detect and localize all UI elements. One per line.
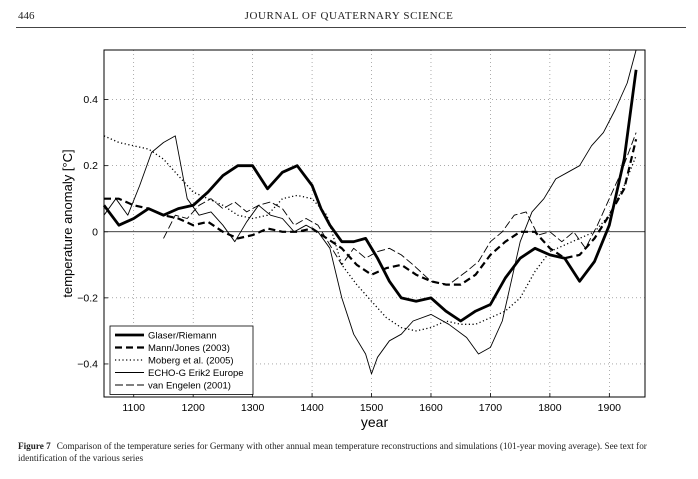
- legend-label: van Engelen (2001): [148, 381, 231, 392]
- x-tick-label: 1500: [360, 402, 384, 414]
- grid: [104, 50, 645, 397]
- page-number: 446: [18, 10, 35, 22]
- series-layer: [102, 49, 638, 375]
- series-line-4: [103, 49, 637, 375]
- legend-label: Moberg et al. (2005): [148, 356, 234, 367]
- caption-text: Comparison of the temperature series for…: [18, 441, 647, 463]
- legend-label: Glaser/Riemann: [148, 331, 217, 342]
- caption-label: Figure 7: [18, 441, 51, 451]
- series-line-1: [102, 69, 638, 323]
- y-tick-label: −0.4: [77, 358, 98, 370]
- y-tick-label: 0.2: [83, 160, 98, 172]
- header-rule: [16, 27, 686, 28]
- plot-frame: [103, 49, 646, 398]
- y-axis-label: temperature anomaly [°C]: [60, 149, 75, 297]
- axis-ticks: 1100 1200 1300 1400 1500 1600 1700 1800 1900 −0.4…: [77, 94, 621, 414]
- x-tick-label: 1200: [181, 402, 205, 414]
- figure-caption: Figure 7 Comparison of the temperature se…: [18, 440, 688, 464]
- temperature-anomaly-chart: 1100 1200 1300 1400 1500 1600 1700 1800 1900 −0.4…: [60, 49, 646, 430]
- y-tick-label: 0: [92, 226, 98, 238]
- x-tick-label: 1300: [241, 402, 265, 414]
- y-tick-label: 0.4: [83, 94, 98, 106]
- x-tick-label: 1900: [598, 402, 622, 414]
- legend-label: Mann/Jones (2003): [148, 343, 230, 354]
- x-tick-label: 1400: [300, 402, 324, 414]
- x-tick-label: 1800: [538, 402, 562, 414]
- x-tick-label: 1600: [419, 402, 443, 414]
- x-axis-label: year: [361, 414, 389, 430]
- x-tick-label: 1100: [122, 402, 145, 414]
- y-tick-label: −0.2: [77, 292, 98, 304]
- legend-label: ECHO-G Erik2 Europe: [148, 368, 244, 379]
- series-line-3: [103, 135, 637, 332]
- journal-title: JOURNAL OF QUATERNARY SCIENCE: [244, 10, 454, 22]
- series-line-5: [163, 132, 637, 286]
- series-line-2: [104, 138, 638, 286]
- x-tick-label: 1700: [479, 402, 503, 414]
